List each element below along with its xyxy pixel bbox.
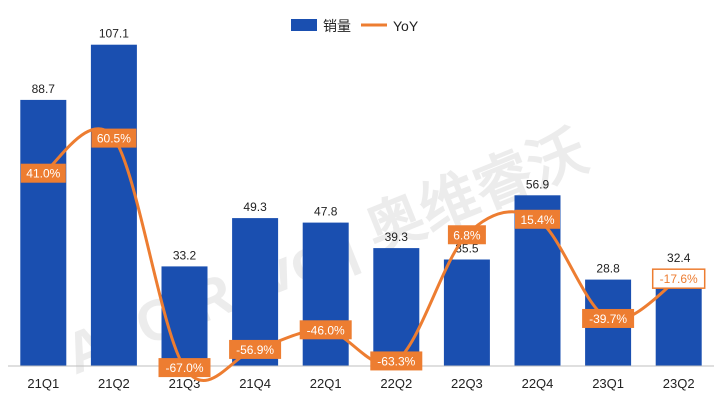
yoy-label-box bbox=[158, 358, 211, 378]
yoy-label-box bbox=[447, 225, 486, 245]
yoy-label-text: 41.0% bbox=[26, 167, 60, 181]
x-tick-label-23Q1: 23Q1 bbox=[592, 376, 624, 391]
yoy-label-text: -17.6% bbox=[660, 272, 698, 286]
bar-value-label-22Q2: 39.3 bbox=[385, 230, 409, 244]
yoy-label-box bbox=[515, 209, 560, 229]
x-tick-label-22Q1: 22Q1 bbox=[310, 376, 342, 391]
yoy-label-box bbox=[299, 320, 352, 340]
yoy-label-21Q2: 60.5% bbox=[91, 128, 137, 148]
bar-value-label-22Q4: 56.9 bbox=[526, 177, 550, 191]
legend-label-line: YoY bbox=[393, 18, 419, 34]
x-tick-label-22Q2: 22Q2 bbox=[380, 376, 412, 391]
yoy-label-box bbox=[582, 308, 635, 328]
yoy-label-box bbox=[229, 339, 282, 359]
bar-value-label-23Q1: 28.8 bbox=[596, 262, 620, 276]
x-tick-label-22Q3: 22Q3 bbox=[451, 376, 483, 391]
yoy-label-text: -63.3% bbox=[377, 354, 415, 368]
yoy-label-box bbox=[20, 163, 66, 183]
bar-value-label-22Q3: 35.5 bbox=[455, 242, 479, 256]
yoy-label-22Q3: 6.8% bbox=[447, 225, 486, 245]
yoy-label-text: -39.7% bbox=[589, 312, 627, 326]
x-tick-label-21Q3: 21Q3 bbox=[169, 376, 201, 391]
bar-22Q2 bbox=[373, 248, 420, 366]
labels-layer: 41.0% 60.5% -67.0% -56.9% -46.0% -63.3% 6.8% 15… bbox=[20, 128, 706, 378]
yoy-label-text: -56.9% bbox=[236, 343, 274, 357]
bar-value-label-23Q2: 32.4 bbox=[667, 251, 691, 265]
bar-22Q3 bbox=[443, 259, 490, 366]
x-tick-label-21Q4: 21Q4 bbox=[239, 376, 271, 391]
bar-value-label-22Q1: 47.8 bbox=[314, 205, 338, 219]
bar-21Q3 bbox=[161, 266, 208, 366]
yoy-label-text: -67.0% bbox=[165, 361, 203, 375]
x-tick-label-23Q2: 23Q2 bbox=[663, 376, 695, 391]
bar-value-label-21Q1: 88.7 bbox=[32, 82, 56, 96]
yoy-label-text: 6.8% bbox=[453, 228, 481, 242]
yoy-label-23Q2: -17.6% bbox=[651, 268, 706, 289]
yoy-label-22Q4: 15.4% bbox=[515, 209, 560, 229]
yoy-label-22Q1: -46.0% bbox=[299, 320, 352, 340]
yoy-label-21Q4: -56.9% bbox=[229, 339, 282, 359]
x-tick-label-21Q2: 21Q2 bbox=[98, 376, 130, 391]
yoy-label-21Q1: 41.0% bbox=[20, 163, 66, 183]
bar-21Q2 bbox=[90, 44, 137, 366]
x-tick-label-21Q1: 21Q1 bbox=[27, 376, 59, 391]
yoy-label-23Q1: -39.7% bbox=[582, 308, 635, 328]
bar-22Q1 bbox=[302, 222, 349, 366]
yoy-label-text: -46.0% bbox=[307, 323, 345, 337]
chart-legend: 销量 YoY bbox=[291, 18, 419, 34]
x-tick-label-22Q4: 22Q4 bbox=[522, 376, 554, 391]
yoy-label-text: 15.4% bbox=[520, 213, 554, 227]
yoy-label-text: 60.5% bbox=[97, 132, 131, 146]
bar-value-label-21Q2: 107.1 bbox=[99, 27, 129, 41]
x-axis-ticks: 21Q1 21Q2 21Q3 21Q4 22Q1 22Q2 22Q3 22Q4 23Q1 23Q2 bbox=[27, 376, 694, 391]
yoy-label-22Q2: -63.3% bbox=[370, 351, 423, 371]
yoy-label-box bbox=[651, 268, 706, 289]
legend-label-bar: 销量 bbox=[323, 18, 351, 34]
bar-value-label-21Q4: 49.3 bbox=[243, 200, 267, 214]
yoy-label-21Q3: -67.0% bbox=[158, 358, 211, 378]
bar-21Q1 bbox=[20, 99, 67, 367]
yoy-label-box bbox=[91, 128, 137, 148]
yoy-line bbox=[42, 127, 680, 383]
bar-value-label-21Q3: 33.2 bbox=[173, 248, 197, 262]
legend-swatch-bar bbox=[291, 19, 317, 31]
yoy-label-box bbox=[370, 351, 423, 371]
